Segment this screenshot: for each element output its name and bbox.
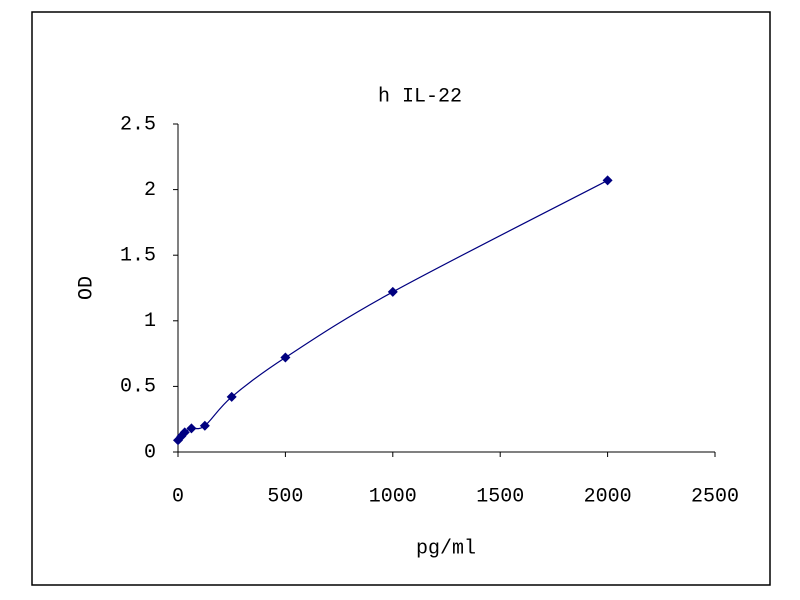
data-point [186,423,197,434]
chart-title: h IL-22 [378,85,462,108]
y-tick-label: 1.5 [120,244,156,267]
x-axis-label: pg/ml [416,537,476,560]
y-tick-label: 0.5 [120,376,156,399]
data-point [280,352,291,363]
data-point [226,391,237,402]
y-tick-label: 1 [144,310,156,333]
data-point [179,427,190,438]
x-tick-label: 2000 [584,485,632,508]
y-tick-label: 2.5 [120,113,156,136]
x-tick-label: 0 [172,485,184,508]
y-tick-label: 0 [144,441,156,464]
x-tick-label: 1500 [476,485,524,508]
x-tick-label: 2500 [691,485,739,508]
chart-border [31,11,771,586]
data-point [199,420,210,431]
x-tick-label: 500 [267,485,303,508]
x-tick-label: 1000 [369,485,417,508]
data-point [387,286,398,297]
data-point [602,175,613,186]
y-tick-label: 2 [144,179,156,202]
y-axis-label: OD [75,276,98,300]
